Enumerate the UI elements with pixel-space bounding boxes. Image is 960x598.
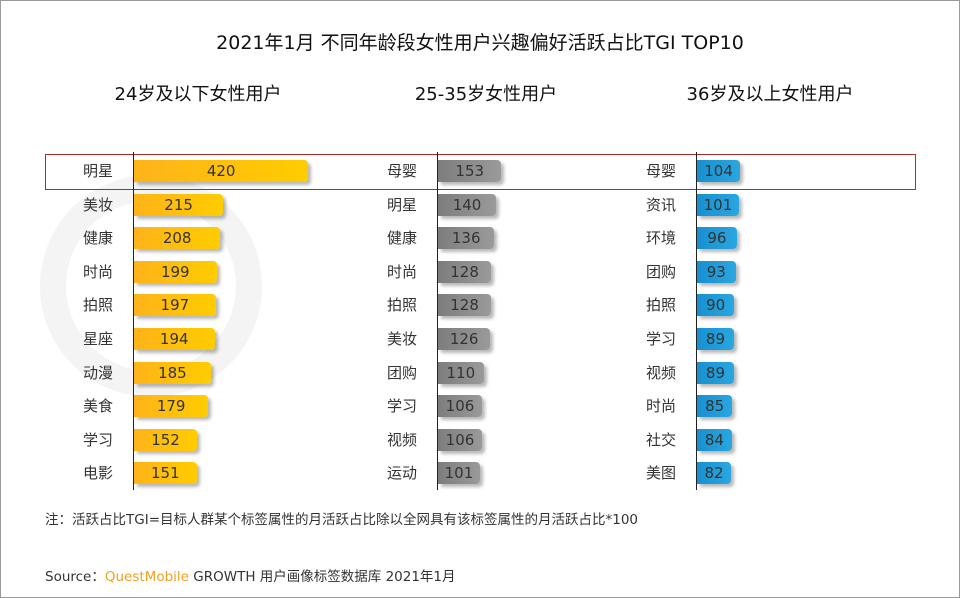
category-label: 学习 (82, 430, 113, 449)
category-label: 健康 (82, 229, 113, 248)
bar: 128 (438, 260, 492, 283)
category-label: 视频 (386, 430, 417, 449)
category-label: 资讯 (645, 195, 676, 214)
chart-title: 2021年1月 不同年龄段女性用户兴趣偏好活跃占比TGI TOP10 (216, 32, 744, 54)
bar: 208 (134, 227, 221, 250)
bar: 106 (438, 428, 482, 451)
category-label: 明星 (386, 195, 417, 214)
category-label: 美妆 (82, 195, 113, 214)
category-label: 明星 (82, 162, 113, 180)
bar: 215 (134, 193, 224, 216)
bar: 420 (134, 160, 309, 182)
category-label: 健康 (386, 229, 417, 248)
category-label: 运动 (386, 464, 417, 483)
category-label: 母婴 (645, 162, 676, 180)
bar: 101 (697, 193, 739, 216)
bar: 96 (697, 227, 737, 250)
bar: 85 (697, 395, 733, 418)
category-label: 母婴 (386, 162, 417, 180)
category-label: 拍照 (645, 296, 676, 315)
category-label: 动漫 (82, 363, 113, 382)
axis-line (437, 152, 438, 490)
category-label: 时尚 (82, 262, 113, 281)
category-label: 电影 (82, 464, 113, 483)
bar: 140 (438, 193, 497, 216)
category-label: 学习 (645, 330, 676, 348)
bar: 90 (697, 294, 735, 317)
category-label: 美食 (82, 397, 113, 416)
category-label: 环境 (645, 229, 676, 248)
bar: 151 (134, 462, 197, 485)
bar: 101 (438, 462, 480, 485)
category-label: 时尚 (386, 262, 417, 281)
bar: 185 (134, 361, 211, 384)
bar: 104 (697, 160, 741, 182)
category-label: 拍照 (82, 296, 113, 315)
bar: 179 (134, 395, 209, 418)
bar: 110 (438, 361, 484, 384)
panel-title-24-below: 24岁及以下女性用户 (114, 84, 282, 105)
bar: 84 (697, 428, 732, 451)
category-label: 团购 (386, 363, 417, 382)
bar: 93 (697, 260, 736, 283)
category-label: 团购 (645, 262, 676, 281)
axis-line (133, 152, 134, 490)
bar: 153 (438, 160, 502, 182)
axis-line (696, 152, 697, 490)
bar: 152 (134, 428, 198, 451)
bar: 106 (438, 395, 482, 418)
bar: 199 (134, 260, 217, 283)
bar: 82 (697, 462, 732, 485)
category-label: 时尚 (645, 397, 676, 416)
bar: 126 (438, 328, 491, 350)
source-prefix: Source： (45, 569, 105, 585)
category-label: 视频 (645, 363, 676, 382)
panel-title-36-above: 36岁及以上女性用户 (686, 84, 854, 105)
category-label: 学习 (386, 397, 417, 416)
source-text: GROWTH 用户画像标签数据库 2021年1月 (188, 569, 456, 585)
category-label: 星座 (82, 330, 113, 348)
bar: 89 (697, 328, 734, 350)
panel-title-25-35: 25-35岁女性用户 (414, 84, 558, 105)
category-label: 拍照 (386, 296, 417, 315)
source-brand: QuestMobile (104, 569, 189, 585)
highlight-box (45, 154, 916, 190)
source-line: Source：QuestMobile GROWTH 用户画像标签数据库 2021… (45, 565, 456, 585)
footnote: 注：活跃占比TGI=目标人群某个标签属性的月活跃占比除以全网具有该标签属性的月活… (45, 512, 639, 528)
bar: 89 (697, 361, 734, 384)
bar: 128 (438, 294, 492, 317)
category-label: 社交 (645, 430, 676, 449)
bar: 136 (438, 227, 495, 250)
category-label: 美图 (645, 464, 676, 483)
bar: 197 (134, 294, 216, 317)
category-label: 美妆 (386, 330, 417, 348)
bar: 194 (134, 328, 215, 350)
